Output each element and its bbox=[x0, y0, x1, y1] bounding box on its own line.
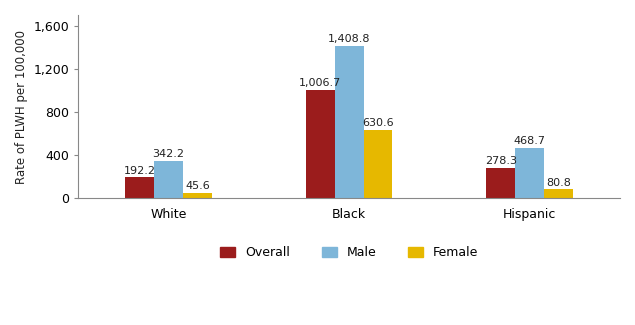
Bar bbox=[364, 130, 392, 198]
Bar bbox=[544, 189, 573, 198]
Bar bbox=[515, 148, 544, 198]
Text: 342.2: 342.2 bbox=[152, 150, 185, 159]
Bar bbox=[183, 193, 212, 198]
Bar bbox=[486, 168, 515, 198]
Text: 1,006.7: 1,006.7 bbox=[299, 78, 342, 88]
Bar bbox=[335, 46, 364, 198]
Bar bbox=[154, 161, 183, 198]
Bar bbox=[306, 90, 335, 198]
Text: 45.6: 45.6 bbox=[185, 181, 210, 191]
Text: 80.8: 80.8 bbox=[546, 177, 571, 188]
Text: 1,408.8: 1,408.8 bbox=[328, 34, 370, 45]
Text: 468.7: 468.7 bbox=[514, 136, 545, 146]
Legend: Overall, Male, Female: Overall, Male, Female bbox=[215, 241, 483, 264]
Text: 278.3: 278.3 bbox=[485, 156, 517, 166]
Bar bbox=[125, 177, 154, 198]
Y-axis label: Rate of PLWH per 100,000: Rate of PLWH per 100,000 bbox=[15, 30, 28, 184]
Text: 630.6: 630.6 bbox=[362, 118, 394, 128]
Text: 192.2: 192.2 bbox=[124, 165, 156, 176]
